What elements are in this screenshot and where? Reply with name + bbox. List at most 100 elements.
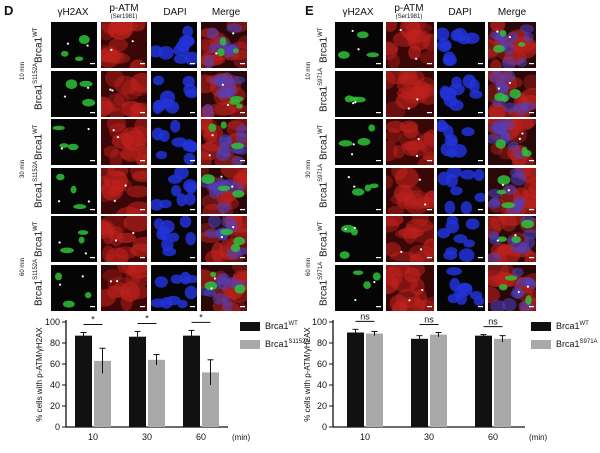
micrograph-red	[101, 167, 147, 214]
micrograph-merge	[488, 70, 536, 117]
y-tick-label: 20	[317, 401, 327, 411]
legend-e: Brca1WT Brca1S971A	[531, 321, 598, 349]
micrograph-red	[101, 22, 147, 68]
significance-label: *	[91, 315, 95, 325]
legend-swatch-gray	[531, 339, 551, 349]
micrograph-red	[386, 22, 434, 68]
micrograph-red	[386, 70, 434, 117]
row-label: Brca1WT	[33, 221, 45, 257]
micrograph-green	[51, 22, 97, 68]
micrograph-green	[335, 22, 383, 68]
bar-wt	[129, 336, 146, 427]
legend-item-mutant: Brca1S1152A	[240, 339, 309, 349]
x-tick-label: 10	[360, 432, 370, 442]
row-label: Brca1S1152A	[33, 160, 45, 208]
legend-item-wt: Brca1WT	[531, 321, 598, 331]
bar-s1152a	[94, 360, 111, 427]
micrograph-merge	[201, 119, 247, 165]
micrograph-red	[386, 119, 434, 165]
micrograph-red	[101, 264, 147, 311]
legend-label: Brca1WT	[265, 321, 298, 331]
micrograph-merge	[488, 22, 536, 68]
y-tick-label: 100	[45, 317, 60, 327]
micrograph-green	[335, 119, 383, 165]
bar-s971a	[494, 338, 511, 427]
legend-label: Brca1WT	[556, 321, 589, 331]
y-axis-label: % cells with p-ATM/γH2AX	[303, 327, 312, 422]
significance-label: *	[199, 312, 203, 322]
column-header-merge: Merge	[211, 7, 241, 18]
micrograph-blue	[151, 22, 197, 68]
bar-wt	[411, 338, 428, 427]
micrograph-blue	[437, 22, 485, 68]
panel-letter-d: D	[4, 3, 14, 18]
bar-chart-e: 0 20 40 60 80 100% cells with p-ATM/γH2AX ns 10…	[300, 310, 600, 448]
micrograph-blue	[151, 264, 197, 311]
time-label: 60 min	[306, 257, 312, 276]
y-tick-label: 100	[312, 317, 327, 327]
column-header-p-atm: p-ATM (Ser1981)	[109, 3, 139, 21]
row-label: Brca1WT	[318, 27, 330, 63]
micrograph-red	[386, 167, 434, 214]
micrograph-merge	[201, 167, 247, 214]
micrograph-green	[335, 216, 383, 262]
row-label: Brca1WT	[318, 221, 330, 257]
y-tick-label: 80	[50, 338, 60, 348]
bar-wt	[475, 335, 492, 427]
micrograph-green	[335, 167, 383, 214]
micrograph-blue	[437, 119, 485, 165]
legend-swatch-black	[240, 321, 260, 331]
bar-s971a	[366, 333, 383, 427]
bar-chart-d: 0 20 40 60 80 100% cells with p-ATM/γH2AX * 10 *…	[0, 310, 300, 448]
y-tick-label: 0	[55, 422, 60, 432]
time-label: 30 min	[20, 159, 26, 178]
legend-swatch-gray	[240, 339, 260, 349]
micrograph-blue	[437, 216, 485, 262]
legend-item-mutant: Brca1S971A	[531, 339, 598, 349]
legend-d: Brca1WT Brca1S1152A	[240, 321, 309, 349]
time-label: 30 min	[306, 159, 312, 178]
micrograph-green	[51, 167, 97, 214]
bar-s971a	[430, 334, 447, 427]
micrograph-green	[335, 264, 383, 311]
panel-letter-e: E	[305, 3, 314, 18]
y-tick-label: 40	[50, 380, 60, 390]
row-label: Brca1S1152A	[33, 62, 45, 110]
x-tick-label: 30	[142, 432, 152, 442]
time-label: 10 min	[20, 61, 26, 80]
y-tick-label: 60	[317, 359, 327, 369]
significance-label: *	[145, 313, 149, 323]
row-label: Brca1WT	[318, 124, 330, 160]
micrograph-red	[101, 70, 147, 117]
bar-chart-d-svg: 0 20 40 60 80 100% cells with p-ATM/γH2AX * 10 *…	[35, 312, 251, 442]
micrograph-blue	[151, 216, 197, 262]
row-label: Brca1WT	[33, 27, 45, 63]
column-header-dapi: DAPI	[163, 7, 187, 18]
micrograph-green	[51, 216, 97, 262]
micrograph-red	[101, 119, 147, 165]
micrograph-red	[386, 264, 434, 311]
y-tick-label: 20	[50, 401, 60, 411]
micrograph-green	[51, 70, 97, 117]
micrograph-blue	[437, 70, 485, 117]
micrograph-blue	[151, 70, 197, 117]
micrograph-green	[51, 264, 97, 311]
y-tick-label: 60	[50, 359, 60, 369]
micrograph-red	[386, 216, 434, 262]
y-axis-label: % cells with p-ATM/γH2AX	[35, 327, 44, 422]
column-header-p-atm: p-ATM (Ser1981)	[394, 3, 424, 21]
bar-chart-e-svg: 0 20 40 60 80 100% cells with p-ATM/γH2AX ns 10…	[303, 311, 548, 442]
time-label: 10 min	[306, 61, 312, 80]
bar-wt	[75, 335, 92, 427]
column-header-merge: Merge	[497, 7, 527, 18]
micrograph-merge	[488, 119, 536, 165]
bar-wt	[183, 335, 200, 427]
bar-s1152a	[202, 372, 219, 427]
bar-wt	[347, 332, 364, 427]
bar-s1152a	[148, 359, 165, 427]
column-header-gamma-h2ax: γH2AX	[57, 7, 89, 18]
x-axis-label: (min)	[529, 433, 548, 442]
x-tick-label: 30	[424, 432, 434, 442]
x-axis-label: (min)	[232, 433, 251, 442]
row-label: Brca1S971A	[318, 163, 330, 208]
